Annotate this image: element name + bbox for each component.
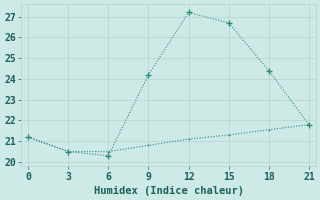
X-axis label: Humidex (Indice chaleur): Humidex (Indice chaleur) xyxy=(93,186,244,196)
